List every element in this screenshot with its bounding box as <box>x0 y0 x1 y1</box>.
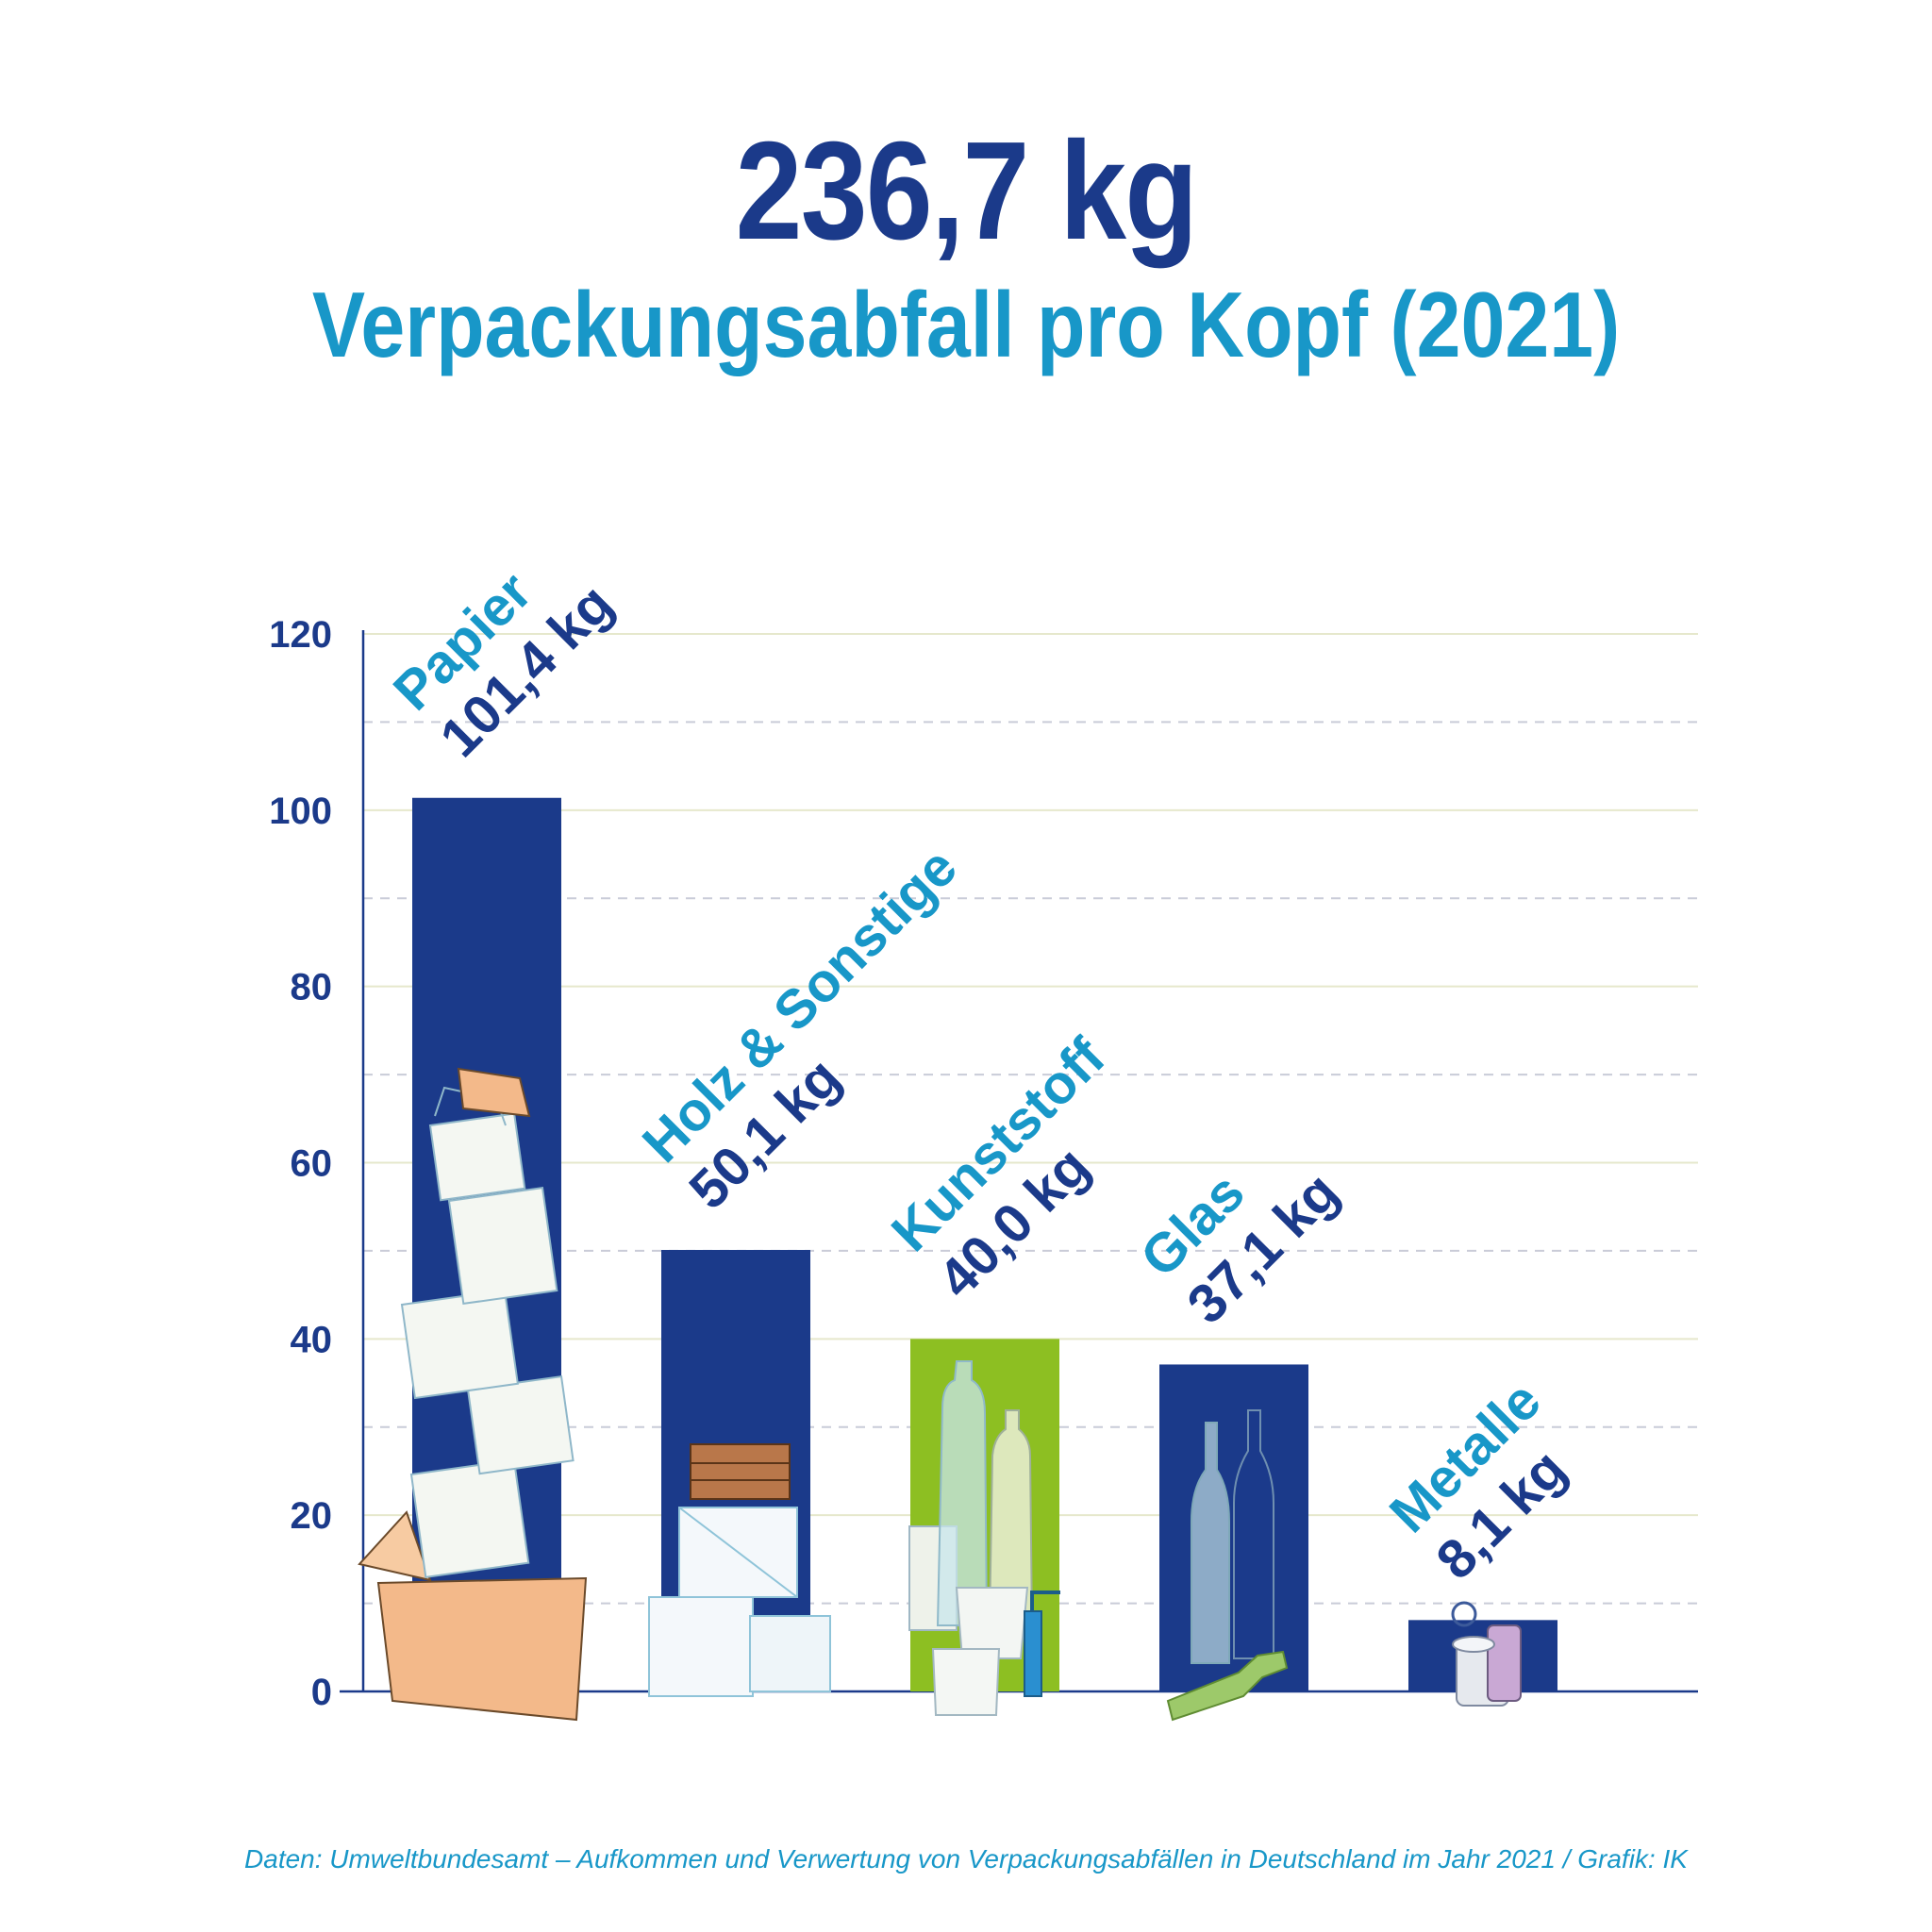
paper-boxes-icon <box>358 1067 588 1722</box>
headline-total: 236,7 kg <box>735 113 1198 269</box>
y-tick-label: 20 <box>291 1495 333 1537</box>
glass-bottles-icon <box>1166 1409 1289 1722</box>
chart-subtitle: Verpackungsabfall pro Kopf (2021) <box>311 273 1621 376</box>
metal-cans-icon <box>1451 1601 1522 1707</box>
y-tick-label: 0 <box>311 1672 332 1713</box>
y-tick-label: 100 <box>269 791 332 832</box>
wooden-crates-icon <box>648 1443 831 1697</box>
bar-illustrations <box>358 1067 1522 1722</box>
y-tick-label: 120 <box>269 614 332 656</box>
y-axis: 0 20 40 60 80 100 120 <box>269 614 1698 1713</box>
y-tick-label: 60 <box>291 1143 333 1185</box>
y-tick-label: 40 <box>291 1319 333 1360</box>
grid-lines <box>363 633 1698 1605</box>
source-note: Daten: Umweltbundesamt – Aufkommen und V… <box>244 1844 1688 1874</box>
y-tick-label: 80 <box>291 967 333 1008</box>
plastic-bottles-icon <box>908 1360 1060 1716</box>
